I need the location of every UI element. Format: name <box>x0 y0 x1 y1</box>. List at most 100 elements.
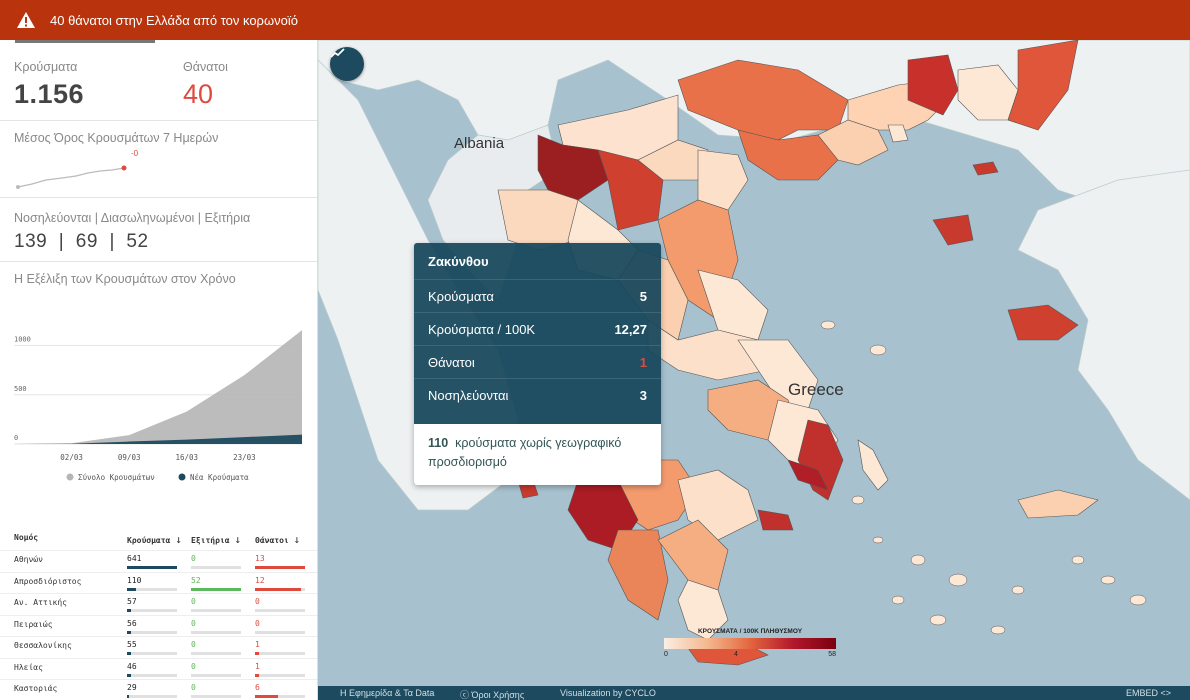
value-bar <box>127 587 177 591</box>
avg7-sparkline <box>16 165 127 189</box>
cases-value: 1.156 <box>14 79 85 109</box>
cell-cases: 46 <box>127 662 177 677</box>
region-name: Καστοριάς <box>14 684 58 693</box>
legend-entry: Σύνολο Κρουσμάτων <box>78 473 155 482</box>
value-bar <box>191 566 241 569</box>
tooltip-row: Κρούσματα / 100K 12,27 <box>414 313 661 346</box>
value-bar <box>255 695 305 698</box>
map-label-greece: Greece <box>788 380 844 399</box>
x-tick-label: 09/03 <box>118 453 141 462</box>
region-name: Θεσσαλονίκης <box>14 641 72 650</box>
hospital-values: 139 | 69 | 52 <box>14 231 149 252</box>
table-row[interactable]: Αν. Αττικής 57 0 0 <box>0 593 317 614</box>
cell-deaths: 0 <box>255 619 305 634</box>
deaths-value: 40 <box>183 79 214 109</box>
header-cases[interactable]: Κρούσματα ↓ <box>127 533 182 546</box>
value-bar <box>127 566 177 569</box>
footer-link-paper[interactable]: Η Εφημερίδα & Τα Data <box>340 688 435 698</box>
table-row[interactable]: Αθηνών 641 0 13 <box>0 550 317 571</box>
map-label-albania: Albania <box>454 135 505 152</box>
table-row[interactable]: Καστοριάς 29 0 6 <box>0 679 317 700</box>
cell-recovered: 0 <box>191 554 241 569</box>
table-row[interactable]: Θεσσαλονίκης 55 0 1 <box>0 636 317 657</box>
y-tick-label: 1000 <box>14 336 31 344</box>
value-bar <box>191 587 241 591</box>
region-name: Απροσδιόριστος <box>14 576 82 586</box>
value-bar <box>255 587 305 591</box>
legend-gradient <box>664 638 836 649</box>
alert-banner: 40 θάνατοι στην Ελλάδα από τον κορωνοϊό <box>0 0 1190 40</box>
cell-recovered: 0 <box>191 597 241 612</box>
cell-cases: 57 <box>127 597 177 612</box>
value-bar <box>255 652 305 655</box>
tooltip-row: Νοσηλεύονται 3 <box>428 388 647 403</box>
x-tick-label: 02/03 <box>60 453 83 462</box>
cell-recovered: 0 <box>191 640 241 655</box>
area-series-new <box>14 434 302 444</box>
table-row[interactable]: Πειραιώς 56 0 0 <box>0 614 317 636</box>
cell-deaths: 0 <box>255 597 305 612</box>
cell-cases: 29 <box>127 683 177 698</box>
value-bar <box>127 630 177 634</box>
value-bar <box>191 695 241 698</box>
cell-cases: 56 <box>127 619 177 634</box>
unlocated-count: 110 <box>428 436 449 450</box>
x-tick-label: 23/03 <box>233 453 256 462</box>
legend-swatch <box>178 473 186 481</box>
choropleth-map[interactable] <box>318 40 1190 686</box>
cell-deaths: 13 <box>255 554 305 569</box>
cc-icon: ⓒ <box>460 690 470 700</box>
value-bar <box>255 673 305 677</box>
legend-title: ΚΡΟΥΣΜΑΤΑ / 100K ΠΛΗΘΥΣΜΟΥ <box>697 628 803 635</box>
tab-indicator <box>15 40 155 43</box>
y-tick-label: 500 <box>14 385 27 393</box>
alert-text: 40 θάνατοι στην Ελλάδα από τον κορωνοϊό <box>50 12 298 28</box>
trend-button[interactable] <box>330 47 364 81</box>
region-name: Αν. Αττικής <box>14 598 67 607</box>
x-tick-label: 16/03 <box>176 453 199 462</box>
map-panel[interactable]: Albania Greece Ζακύνθου Κρούσματα 5 Κρού… <box>318 40 1190 686</box>
value-bar <box>127 673 177 677</box>
cell-deaths: 1 <box>255 640 305 655</box>
value-bar <box>255 630 305 634</box>
cell-deaths: 1 <box>255 662 305 677</box>
cell-deaths: 12 <box>255 576 305 591</box>
value-bar <box>127 695 177 698</box>
table-row[interactable]: Απροσδιόριστος 110 52 12 <box>0 571 317 593</box>
tooltip-title-row: Ζακύνθου <box>414 243 661 280</box>
evolution-chart: 0 500 1000 02/03 09/03 16/03 23/03 Σύνολο Κρουσ… <box>14 330 302 482</box>
region-tooltip: Ζακύνθου Κρούσματα 5 Κρούσματα / 100K 12… <box>414 243 661 485</box>
footer-terms[interactable]: ⓒ Όροι Χρήσης <box>460 690 525 700</box>
sort-arrow-icon: ↓ <box>293 533 301 546</box>
header-deaths[interactable]: Θάνατοι ↓ <box>255 533 301 546</box>
cell-recovered: 0 <box>191 619 241 634</box>
hospital-section: Νοσηλεύονται | Διασωληνωμένοι | Εξιτήρια… <box>0 198 317 262</box>
trend-icon <box>330 48 345 58</box>
value-bar <box>191 673 241 677</box>
footer-credit[interactable]: Visualization by CYCLO <box>560 688 656 698</box>
map-legend: ΚΡΟΥΣΜΑΤΑ / 100K ΠΛΗΘΥΣΜΟΥ 0 4 58 <box>664 628 836 658</box>
table-header: Νομός Κρούσματα ↓ Εξιτήρια ↓ Θάνατοι ↓ <box>0 528 317 550</box>
header-recovered[interactable]: Εξιτήρια ↓ <box>191 533 241 546</box>
area-series-total <box>14 330 302 444</box>
legend-swatch <box>66 473 74 481</box>
legend-min: 0 <box>664 651 668 658</box>
table-row[interactable]: Ηλείας 46 0 1 <box>0 657 317 679</box>
region-name: Αθηνών <box>14 555 43 564</box>
cell-recovered: 0 <box>191 683 241 698</box>
deaths-label: Θάνατοι <box>183 60 228 74</box>
cell-cases: 55 <box>127 640 177 655</box>
value-bar <box>255 609 305 612</box>
tooltip-footer: 110 κρούσματα χωρίς γεωγραφικό προσδιορι… <box>414 424 661 485</box>
cell-cases: 641 <box>127 554 177 569</box>
warning-icon <box>17 12 35 28</box>
cell-recovered: 52 <box>191 576 241 591</box>
hospital-label: Νοσηλεύονται | Διασωληνωμένοι | Εξιτήρια <box>14 211 251 225</box>
header-region: Νομός <box>14 533 39 542</box>
embed-button[interactable]: EMBED <> <box>1126 688 1172 698</box>
value-bar <box>191 609 241 612</box>
evolution-section: Η Εξέλιξη των Κρουσμάτων στον Χρόνο 0 500… <box>0 262 317 512</box>
region-name: Ηλείας <box>14 662 43 672</box>
sort-arrow-icon: ↓ <box>234 533 241 546</box>
